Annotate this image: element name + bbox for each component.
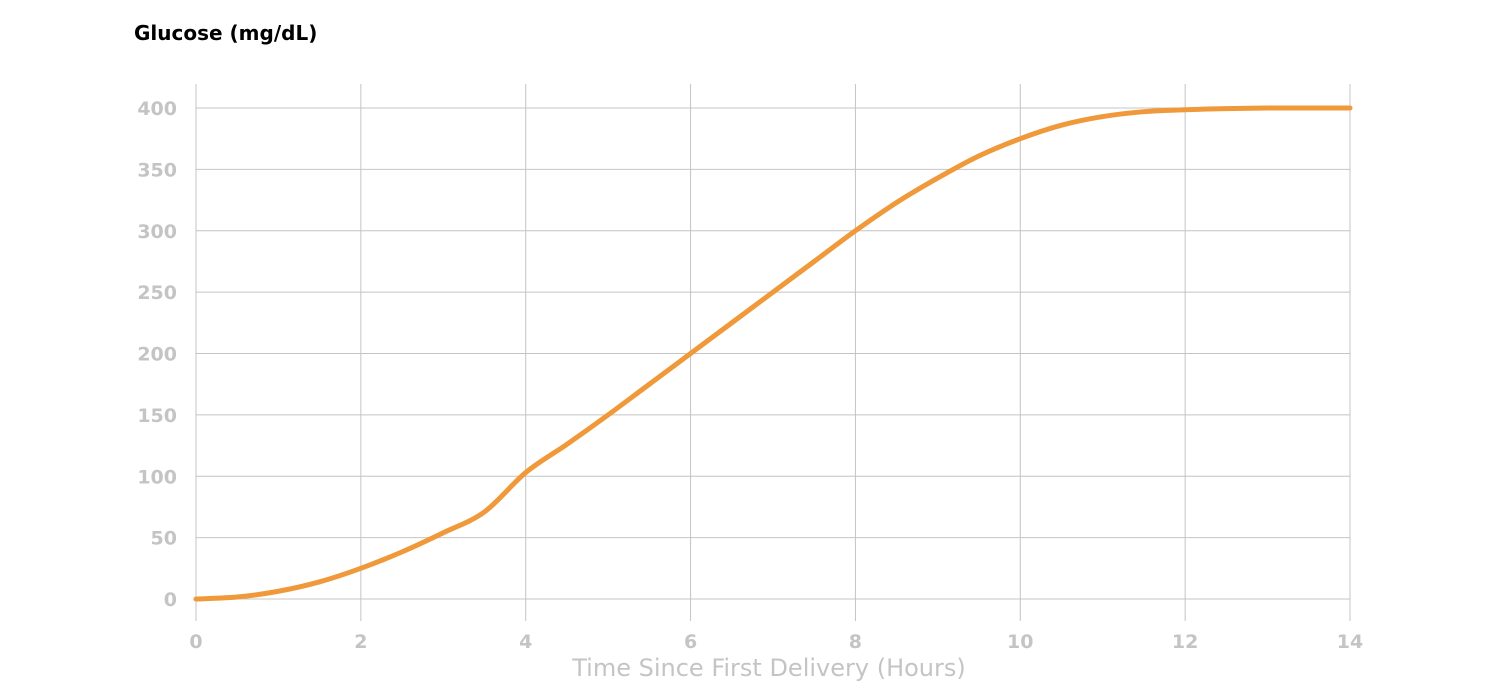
- x-tick-label-2: 2: [354, 631, 367, 653]
- chart-title: Glucose (mg/dL): [134, 21, 317, 45]
- grid: [195, 84, 1351, 621]
- y-tick-label-50: 50: [151, 528, 177, 550]
- y-tick-label-100: 100: [137, 466, 177, 488]
- y-tick-label-150: 150: [137, 405, 177, 427]
- x-tick-label-8: 8: [849, 631, 862, 653]
- y-tick-label-250: 250: [137, 282, 177, 304]
- y-axis-ticks: 0 50 100 150 200 250 300 350 400: [137, 98, 177, 611]
- y-tick-label-400: 400: [137, 98, 177, 120]
- y-tick-label-0: 0: [164, 589, 177, 611]
- y-tick-label-300: 300: [137, 221, 177, 243]
- y-tick-label-350: 350: [137, 159, 177, 181]
- x-tick-label-14: 14: [1337, 631, 1363, 653]
- x-axis-ticks: 0 2 4 6 8 10 12 14: [189, 631, 1363, 653]
- y-tick-label-200: 200: [137, 344, 177, 366]
- x-tick-label-10: 10: [1007, 631, 1033, 653]
- x-tick-label-6: 6: [684, 631, 697, 653]
- series-layer: [193, 105, 1353, 602]
- x-tick-label-0: 0: [189, 631, 202, 653]
- x-tick-label-4: 4: [519, 631, 532, 653]
- x-axis-label: Time Since First Delivery (Hours): [571, 654, 966, 682]
- glucose-series-line: [193, 105, 1353, 602]
- x-tick-label-12: 12: [1172, 631, 1198, 653]
